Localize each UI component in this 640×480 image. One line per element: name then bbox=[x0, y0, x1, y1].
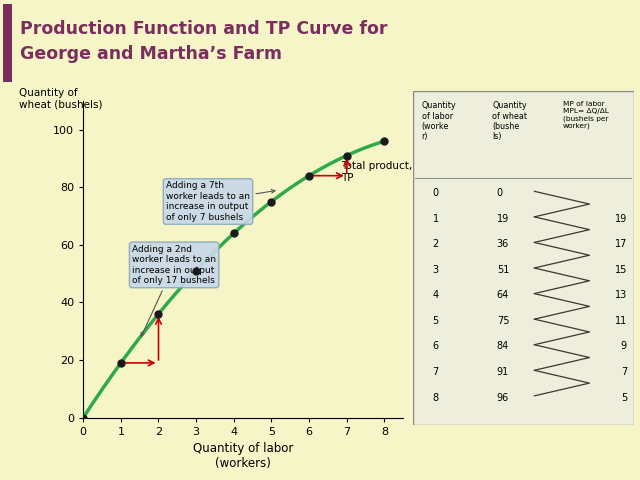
Text: Quantity of
wheat (bushels): Quantity of wheat (bushels) bbox=[19, 88, 102, 110]
Text: 2: 2 bbox=[433, 239, 439, 249]
Text: 5: 5 bbox=[621, 393, 627, 403]
X-axis label: Quantity of labor
(workers): Quantity of labor (workers) bbox=[193, 442, 293, 470]
Text: 1: 1 bbox=[433, 214, 439, 224]
Text: MP of labor
MPL= ΔQ/ΔL
(bushels per
worker): MP of labor MPL= ΔQ/ΔL (bushels per work… bbox=[563, 101, 609, 129]
Text: Total product,
TP: Total product, TP bbox=[341, 161, 412, 183]
Text: 19: 19 bbox=[615, 214, 627, 224]
Text: 13: 13 bbox=[615, 290, 627, 300]
Text: 7: 7 bbox=[433, 367, 439, 377]
Text: 19: 19 bbox=[497, 214, 509, 224]
FancyBboxPatch shape bbox=[3, 4, 12, 82]
Text: Adding a 7th
worker leads to an
increase in output
of only 7 bushels: Adding a 7th worker leads to an increase… bbox=[166, 181, 275, 222]
Text: 0: 0 bbox=[433, 188, 439, 198]
Text: 11: 11 bbox=[615, 316, 627, 326]
Text: 75: 75 bbox=[497, 316, 509, 326]
Text: 51: 51 bbox=[497, 264, 509, 275]
Text: 17: 17 bbox=[614, 239, 627, 249]
Text: 84: 84 bbox=[497, 341, 509, 351]
Text: Adding a 2nd
worker leads to an
increase in output
of only 17 bushels: Adding a 2nd worker leads to an increase… bbox=[132, 245, 216, 336]
Text: 7: 7 bbox=[621, 367, 627, 377]
Text: Quantity
of wheat
(bushe
ls): Quantity of wheat (bushe ls) bbox=[492, 101, 527, 142]
Text: 6: 6 bbox=[433, 341, 439, 351]
Text: 5: 5 bbox=[433, 316, 439, 326]
Text: 0: 0 bbox=[497, 188, 503, 198]
Text: Production Function and TP Curve for
George and Martha’s Farm: Production Function and TP Curve for Geo… bbox=[20, 20, 388, 63]
Text: 4: 4 bbox=[433, 290, 439, 300]
FancyBboxPatch shape bbox=[413, 91, 634, 425]
Text: 8: 8 bbox=[433, 393, 439, 403]
Text: 36: 36 bbox=[497, 239, 509, 249]
Text: 96: 96 bbox=[497, 393, 509, 403]
Text: 91: 91 bbox=[497, 367, 509, 377]
Text: Quantity
of labor
(worke
r): Quantity of labor (worke r) bbox=[422, 101, 456, 142]
Text: 3: 3 bbox=[433, 264, 439, 275]
Text: 15: 15 bbox=[614, 264, 627, 275]
Text: 9: 9 bbox=[621, 341, 627, 351]
Text: 64: 64 bbox=[497, 290, 509, 300]
